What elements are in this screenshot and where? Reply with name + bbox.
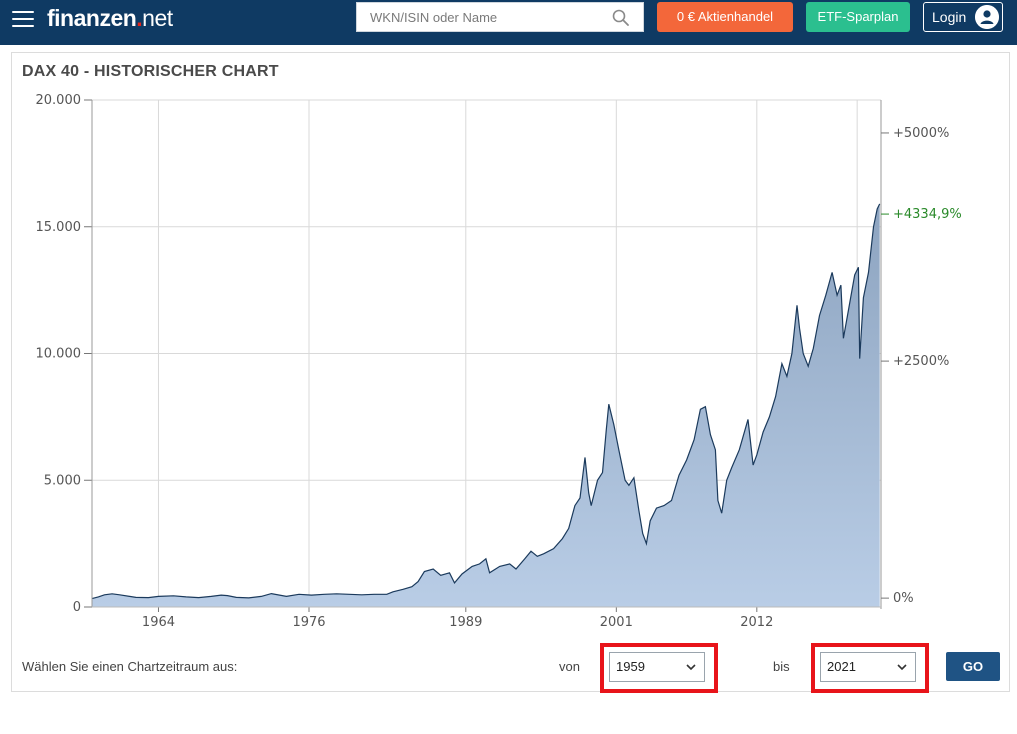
page-title: DAX 40 - HISTORISCHER CHART <box>22 63 279 80</box>
y-tick-label: 10.000 <box>36 347 82 362</box>
x-tick-label: 1964 <box>142 615 175 630</box>
to-year-value: 2021 <box>827 659 856 674</box>
secondary-tick-label: +5000% <box>893 126 949 141</box>
search-input[interactable] <box>357 3 607 31</box>
x-tick-label: 1989 <box>449 615 482 630</box>
to-label: bis <box>773 659 790 674</box>
x-tick-label: 2012 <box>740 615 773 630</box>
y-tick-label: 20.000 <box>36 93 82 108</box>
trading-button[interactable]: 0 € Aktienhandel <box>657 2 793 32</box>
user-icon <box>975 5 999 29</box>
secondary-tick-label: 0% <box>893 591 914 606</box>
chart-area-fill <box>92 203 880 607</box>
top-navigation-bar: finanzen.net 0 € Aktienhandel ETF-Sparpl… <box>0 0 1017 45</box>
finanzen-logo[interactable]: finanzen.net <box>47 5 173 31</box>
dax-area-chart: 20.000 15.000 10.000 5.000 0 1964 1976 1989 2001… <box>36 93 962 630</box>
last-change-label: +4334,9% <box>893 207 962 222</box>
from-year-select[interactable]: 1959 <box>609 652 705 682</box>
chevron-down-icon <box>686 664 696 671</box>
chevron-down-icon <box>897 664 907 671</box>
login-label: Login <box>932 9 967 25</box>
x-tick-label: 2001 <box>600 615 633 630</box>
chart-series-line <box>91 203 881 600</box>
x-tick-label: 1976 <box>292 615 325 630</box>
to-year-select[interactable]: 2021 <box>820 652 916 682</box>
menu-icon[interactable] <box>12 11 34 29</box>
historical-chart-panel: DAX 40 - HISTORISCHER CHART 20.000 15.000… <box>11 52 1010 693</box>
search-box <box>356 2 644 32</box>
secondary-tick-label: +2500% <box>893 354 949 369</box>
y-tick-label: 5.000 <box>44 473 81 488</box>
y-tick-label: 0 <box>73 600 81 615</box>
etf-savings-plan-button[interactable]: ETF-Sparplan <box>806 2 910 32</box>
from-year-highlight: 1959 <box>600 643 718 693</box>
login-button[interactable]: Login <box>923 2 1003 32</box>
search-icon[interactable] <box>612 9 629 26</box>
go-button[interactable]: GO <box>946 652 1000 681</box>
y-tick-label: 15.000 <box>36 220 82 235</box>
from-year-value: 1959 <box>616 659 645 674</box>
from-label: von <box>559 659 580 674</box>
to-year-highlight: 2021 <box>811 643 929 693</box>
range-label: Wählen Sie einen Chartzeitraum aus: <box>22 659 238 674</box>
